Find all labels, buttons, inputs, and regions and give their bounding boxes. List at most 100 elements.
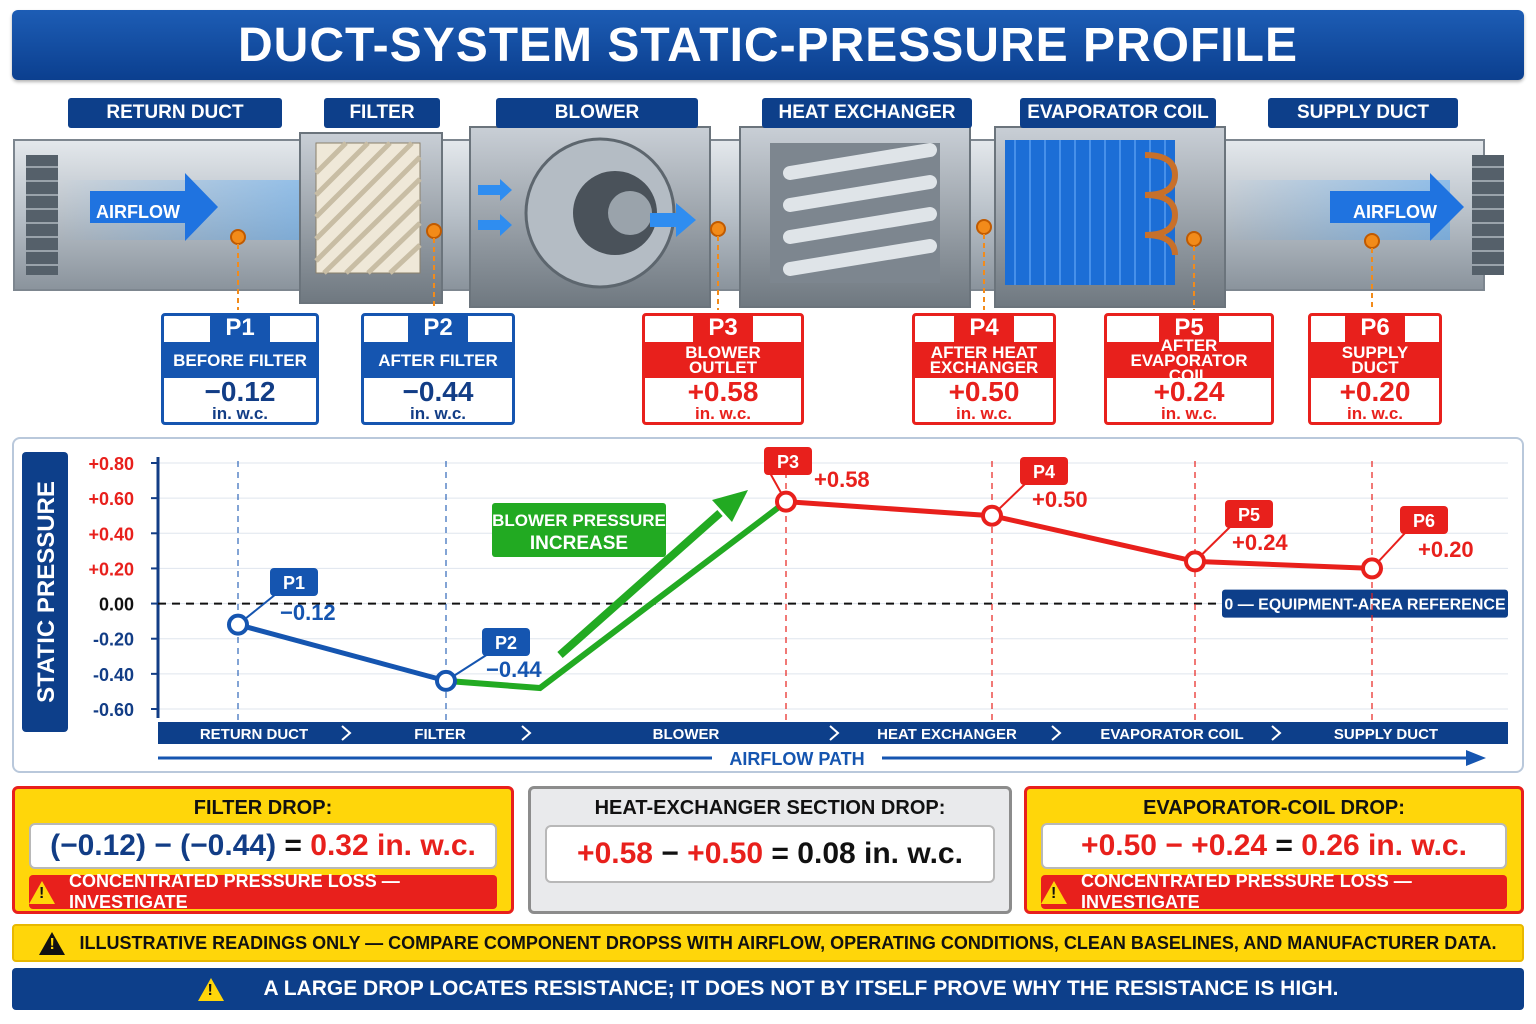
point-id-label: P4 xyxy=(1033,462,1055,482)
point-label: BLOWER OUTLET xyxy=(645,342,801,378)
airflow-label-right: AIRFLOW xyxy=(1353,202,1437,222)
y-tick-label: -0.40 xyxy=(93,665,134,685)
supply-grille xyxy=(1472,155,1504,275)
pressure-chart: STATIC PRESSURE +0.80 +0.60 +0.40 +0.20 0.00 -… xyxy=(22,447,1508,770)
point-unit: in. w.c. xyxy=(955,404,1013,423)
formula-op: − xyxy=(145,829,181,862)
airflow-path-arrowhead xyxy=(1466,750,1486,766)
point-id-label: P5 xyxy=(1238,505,1260,525)
y-tick-label: 0.00 xyxy=(99,595,134,615)
airflow-arrow-right xyxy=(1330,173,1464,241)
category-band xyxy=(158,722,1508,744)
y-axis-label: STATIC PRESSURE xyxy=(33,481,60,703)
annotation-line-1: BLOWER PRESSURE xyxy=(492,511,666,530)
category-separator xyxy=(521,725,532,741)
point-id: P3 xyxy=(693,316,753,343)
page-title: DUCT-SYSTEM STATIC-PRESSURE PROFILE xyxy=(12,10,1524,80)
data-point-p2 xyxy=(435,669,457,692)
category-label: BLOWER xyxy=(653,726,720,743)
formula-eq: = xyxy=(763,837,798,870)
drop-formula: +0.50 − +0.24 = 0.26 in. w.c. xyxy=(1041,823,1507,869)
point-label: AFTER EVAPORATOR COIL xyxy=(1107,337,1271,384)
data-point-p3 xyxy=(775,490,797,513)
formula-eq: = xyxy=(276,829,311,862)
point-id-box xyxy=(482,628,530,656)
airflow-arrow-left xyxy=(90,173,218,241)
warning-text: CONCENTRATED PRESSURE LOSS — INVESTIGATE xyxy=(1081,871,1412,912)
point-label: BEFORE FILTER xyxy=(164,342,316,378)
component-tab-filter: FILTER xyxy=(324,98,440,128)
component-tab-blower: BLOWER xyxy=(496,98,698,128)
data-label: −0.44 xyxy=(486,657,542,682)
point-card-p2: P2 AFTER FILTER −0.44 in. w.c. xyxy=(361,313,515,425)
point-card-p5: P5 AFTER EVAPORATOR COIL +0.24 in. w.c. xyxy=(1104,313,1274,425)
formula-result: 0.08 in. w.c. xyxy=(797,837,963,870)
data-point-p1 xyxy=(227,613,249,636)
blower-increase-arrow xyxy=(557,510,723,658)
reference-label: 0 — EQUIPMENT-AREA REFERENCE xyxy=(1224,597,1506,614)
point-card-p1: P1 BEFORE FILTER −0.12 in. w.c. xyxy=(161,313,319,425)
category-separator xyxy=(1051,725,1062,741)
drop-title: EVAPORATOR-COIL DROP: xyxy=(1143,797,1405,819)
warning-icon: ! xyxy=(39,931,66,955)
warning-text: CONCENTRATED PRESSURE LOSS — INVESTIGATE xyxy=(69,871,400,912)
annotation-box xyxy=(492,503,666,557)
point-value: +0.50 xyxy=(948,376,1020,407)
formula-a: +0.50 xyxy=(1081,829,1157,862)
point-value: −0.12 xyxy=(204,376,276,407)
reference-label-box xyxy=(1222,589,1508,618)
category-separator xyxy=(341,725,352,741)
warning-icon: ! xyxy=(1041,880,1067,904)
blower-arrow-head xyxy=(712,490,748,522)
formula-result: 0.26 in. w.c. xyxy=(1301,829,1467,862)
point-id-box xyxy=(1225,500,1273,528)
category-separator xyxy=(1271,725,1282,741)
point-unit: in. w.c. xyxy=(1160,404,1218,423)
note-text: ILLUSTRATIVE READINGS ONLY — COMPARE COM… xyxy=(79,932,1497,953)
point-unit: in. w.c. xyxy=(694,404,752,423)
blower-increase-line xyxy=(445,499,788,692)
filter-drop-box: FILTER DROP: (−0.12) − (−0.44) = 0.32 in… xyxy=(12,786,514,914)
point-unit: in. w.c. xyxy=(211,404,269,423)
formula-result: 0.32 in. w.c. xyxy=(310,829,476,862)
y-tick-label: +0.20 xyxy=(88,559,134,579)
footer-note: ! A LARGE DROP LOCATES RESISTANCE; IT DO… xyxy=(12,968,1524,1010)
component-tab-supply-duct: SUPPLY DUCT xyxy=(1268,98,1458,128)
drop-warning: ! CONCENTRATED PRESSURE LOSS — INVESTIGA… xyxy=(1041,871,1507,912)
data-label: −0.12 xyxy=(280,600,336,625)
point-label: AFTER HEAT EXCHANGER xyxy=(915,342,1053,378)
point-id-label: P3 xyxy=(777,452,799,472)
x-axis-label: AIRFLOW PATH xyxy=(729,749,864,769)
drop-title: HEAT-EXCHANGER SECTION DROP: xyxy=(594,797,946,819)
point-id: P2 xyxy=(408,316,468,343)
point-id: P6 xyxy=(1345,316,1405,343)
formula-a: +0.58 xyxy=(577,837,653,870)
formula-b: (−0.44) xyxy=(180,829,277,862)
point-value: +0.20 xyxy=(1339,376,1411,407)
point-id-box xyxy=(764,447,812,475)
point-card-p6: P6 SUPPLY DUCT +0.20 in. w.c. xyxy=(1308,313,1442,425)
y-tick-label: -0.20 xyxy=(93,630,134,650)
point-id-label: P6 xyxy=(1413,511,1435,531)
heat-exchanger-drop-box: HEAT-EXCHANGER SECTION DROP: +0.58 − +0.… xyxy=(528,786,1012,914)
category-label: RETURN DUCT xyxy=(200,726,308,743)
illustrative-note: ! ILLUSTRATIVE READINGS ONLY — COMPARE C… xyxy=(12,924,1524,962)
point-id-box xyxy=(1400,506,1448,534)
warning-icon: ! xyxy=(29,880,55,904)
category-separator xyxy=(829,725,840,741)
data-point-p4 xyxy=(981,504,1003,527)
category-label: FILTER xyxy=(414,726,466,743)
point-unit: in. w.c. xyxy=(409,404,467,423)
airflow-path-label-bg xyxy=(712,746,882,770)
point-card-p4: P4 AFTER HEAT EXCHANGER +0.50 in. w.c. xyxy=(912,313,1056,425)
category-label: HEAT EXCHANGER xyxy=(877,726,1017,743)
annotation-line-2: INCREASE xyxy=(530,533,628,554)
formula-b: +0.24 xyxy=(1191,829,1268,862)
drop-warning: ! CONCENTRATED PRESSURE LOSS — INVESTIGA… xyxy=(29,871,497,912)
point-label: SUPPLY DUCT xyxy=(1311,342,1439,378)
point-label: AFTER FILTER xyxy=(364,342,512,378)
point-unit: in. w.c. xyxy=(1346,404,1404,423)
point-id: P5 xyxy=(1159,316,1219,343)
point-card-p3: P3 BLOWER OUTLET +0.58 in. w.c. xyxy=(642,313,804,425)
formula-op: − xyxy=(652,837,688,870)
